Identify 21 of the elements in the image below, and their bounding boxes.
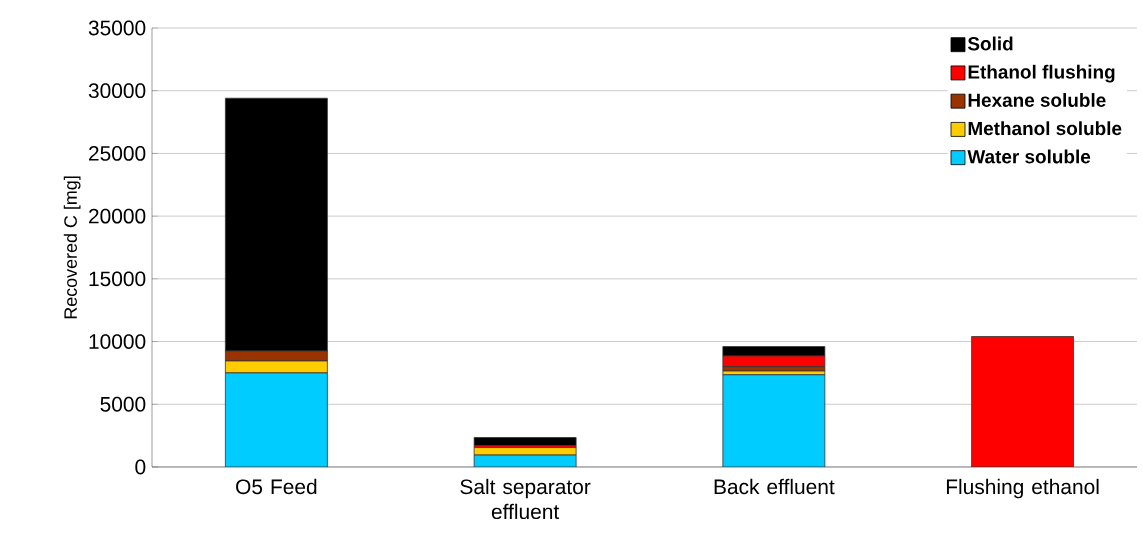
y-tick-label: 10000	[89, 334, 146, 349]
bar	[722, 374, 826, 467]
y-tick-label: 35000	[88, 20, 146, 36]
y-tick-label: 15000	[89, 271, 146, 287]
legend-label: Hexane soluble	[968, 93, 1106, 107]
x-tick-label: Flushing ethanol	[946, 478, 1099, 499]
y-tick-label: 0	[135, 459, 146, 475]
bar	[971, 336, 1074, 467]
bar	[224, 372, 328, 467]
y-tick-label: 5000	[100, 396, 146, 412]
legend-label: Ethanol flushing	[968, 64, 1115, 83]
legend-label: Methanol soluble	[968, 121, 1122, 136]
x-tick-label: Back effluent	[714, 478, 835, 495]
y-tick-label: 30000	[88, 83, 146, 99]
legend-label: Water soluble	[967, 149, 1091, 164]
x-tick-label: O5 Feed	[236, 478, 317, 495]
legend-label: Solid	[967, 36, 1013, 51]
y-axis-title: Recovered C [mg]	[63, 176, 81, 319]
y-tick-label: 25000	[89, 146, 146, 161]
x-tick-label: Salt separator effluent	[460, 478, 591, 520]
y-tick-label: 20000	[89, 208, 146, 224]
